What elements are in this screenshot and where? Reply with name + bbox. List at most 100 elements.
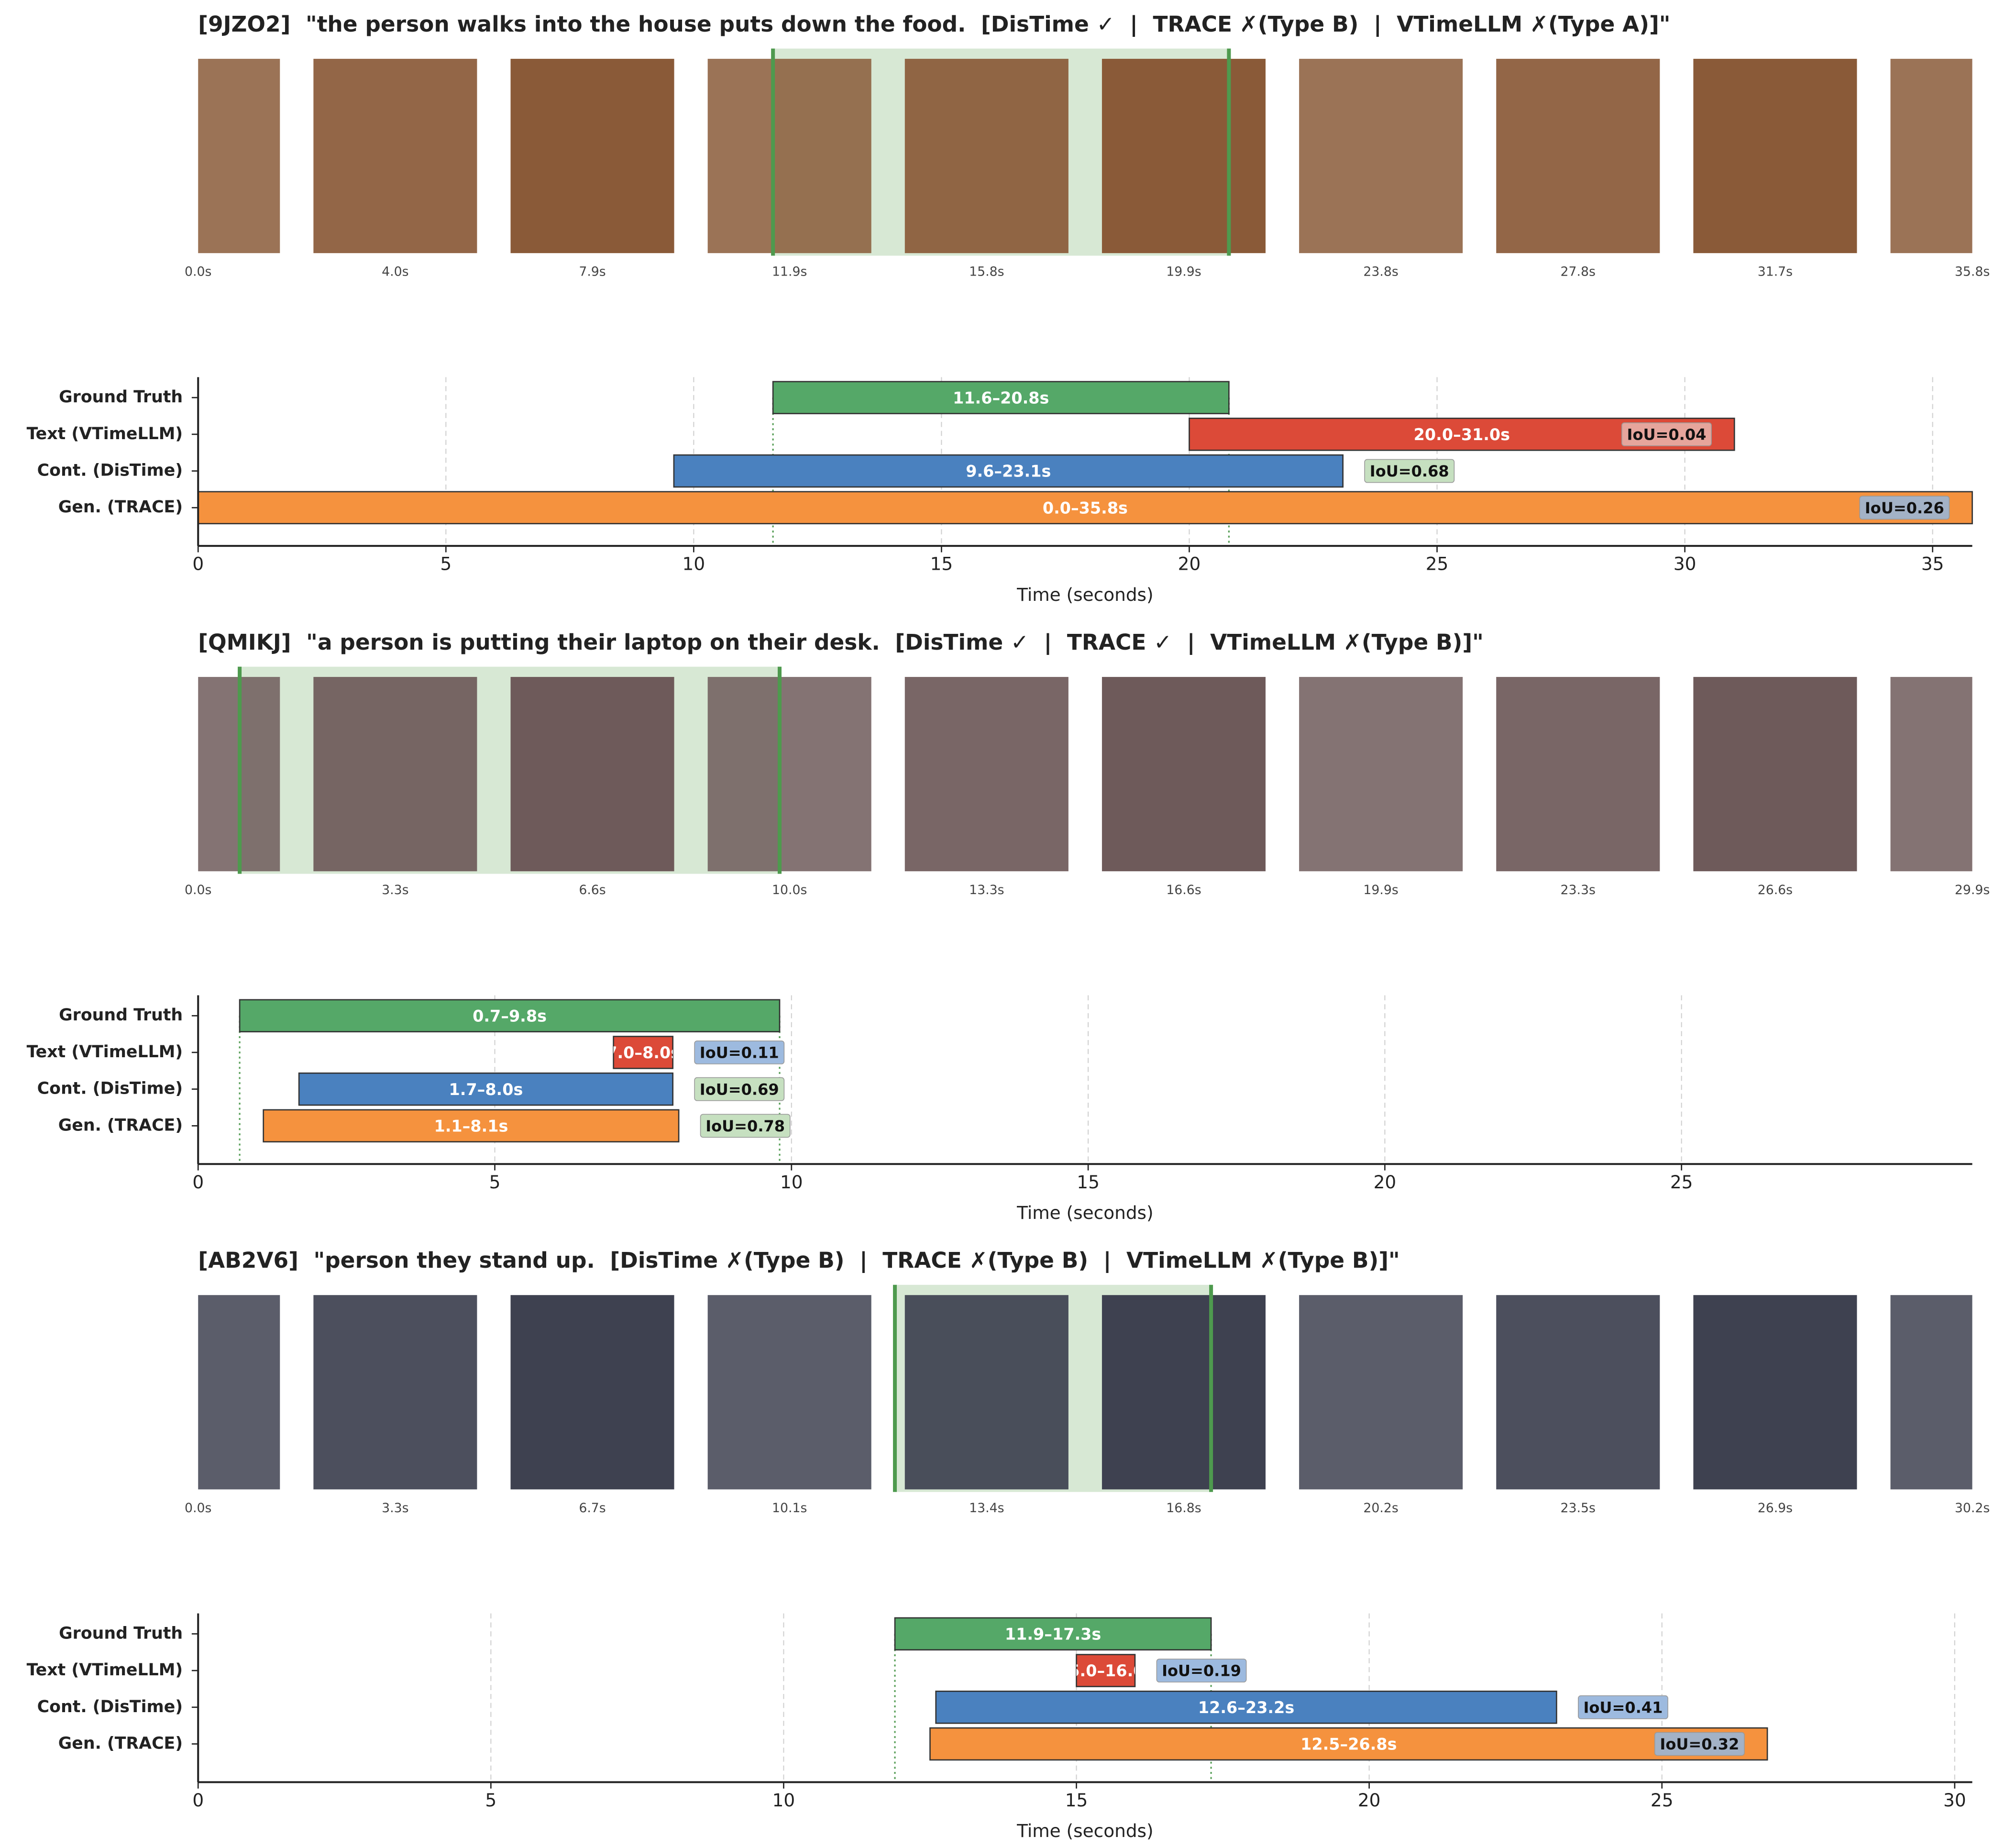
video-frame bbox=[510, 58, 674, 254]
row-label: Cont. (DisTime) bbox=[37, 461, 183, 480]
bar-label: 1.7–8.0s bbox=[449, 1080, 523, 1099]
video-frame bbox=[1496, 58, 1660, 254]
row-label: Cont. (DisTime) bbox=[37, 1079, 183, 1098]
frame-label: 27.8s bbox=[1561, 265, 1596, 279]
panel: [9JZO2] "the person walks into the house… bbox=[27, 11, 1990, 605]
panel: [QMIKJ] "a person is putting their lapto… bbox=[27, 630, 1990, 1223]
iou-label: IoU=0.11 bbox=[700, 1044, 779, 1062]
frame-label: 3.3s bbox=[382, 1501, 408, 1516]
frame-label: 19.9s bbox=[1166, 265, 1201, 279]
video-frame bbox=[1890, 58, 1972, 254]
iou-label: IoU=0.19 bbox=[1162, 1662, 1241, 1680]
bar-label: 11.9–17.3s bbox=[1005, 1625, 1101, 1644]
x-tick-label: 30 bbox=[1674, 553, 1697, 575]
panel: [AB2V6] "person they stand up. [DisTime … bbox=[27, 1248, 1990, 1841]
panel-title: [9JZO2] "the person walks into the house… bbox=[198, 11, 1670, 37]
row-label: Cont. (DisTime) bbox=[37, 1697, 183, 1716]
bar-label: 15.0–16.0s bbox=[1058, 1661, 1154, 1680]
x-tick-label: 0 bbox=[192, 1790, 204, 1811]
bar bbox=[929, 1727, 1768, 1761]
video-frame bbox=[1693, 58, 1857, 254]
iou-box bbox=[1156, 1659, 1247, 1682]
frame-label: 30.2s bbox=[1955, 1501, 1990, 1516]
bar bbox=[772, 381, 1230, 414]
video-frame bbox=[198, 677, 280, 872]
frames bbox=[198, 677, 1972, 872]
x-tick-label: 0 bbox=[192, 1172, 204, 1193]
frame-label: 0.0s bbox=[185, 265, 211, 279]
frame-label: 11.9s bbox=[772, 265, 807, 279]
video-frame bbox=[313, 58, 477, 254]
frame-label: 20.2s bbox=[1363, 1501, 1398, 1516]
frame-label: 35.8s bbox=[1955, 265, 1990, 279]
frame-label: 10.1s bbox=[772, 1501, 807, 1516]
bar bbox=[263, 1109, 680, 1143]
bar-label: 0.7–9.8s bbox=[473, 1007, 547, 1025]
iou-box bbox=[1654, 1732, 1745, 1756]
x-tick-label: 35 bbox=[1921, 553, 1944, 575]
row-label: Text (VTimeLLM) bbox=[27, 1660, 183, 1680]
video-frame bbox=[1102, 677, 1266, 872]
frames bbox=[198, 1295, 1972, 1490]
panel-title: [AB2V6] "person they stand up. [DisTime … bbox=[198, 1248, 1399, 1273]
iou-label: IoU=0.26 bbox=[1865, 499, 1944, 517]
video-frame bbox=[313, 1295, 477, 1490]
iou-box bbox=[694, 1077, 785, 1101]
x-tick-label: 30 bbox=[1943, 1790, 1966, 1811]
x-tick-label: 20 bbox=[1374, 1172, 1397, 1193]
iou-label: IoU=0.41 bbox=[1584, 1698, 1663, 1716]
frame-label: 15.8s bbox=[969, 265, 1004, 279]
frame-label: 16.8s bbox=[1166, 1501, 1201, 1516]
bar-label: 11.6–20.8s bbox=[953, 388, 1049, 407]
x-tick-label: 5 bbox=[440, 553, 452, 575]
x-axis-label: Time (seconds) bbox=[1016, 584, 1154, 605]
video-frame bbox=[707, 58, 871, 254]
row-label: Ground Truth bbox=[59, 1006, 183, 1025]
bar-label: 0.0–35.8s bbox=[1043, 498, 1128, 517]
bar bbox=[673, 454, 1344, 488]
frame-label: 10.0s bbox=[772, 883, 807, 897]
x-tick-label: 20 bbox=[1358, 1790, 1381, 1811]
video-frame bbox=[1102, 58, 1266, 254]
video-frame bbox=[904, 677, 1069, 872]
frame-label: 26.6s bbox=[1758, 883, 1793, 897]
x-tick-label: 25 bbox=[1670, 1172, 1693, 1193]
video-frame bbox=[313, 677, 477, 872]
bar-label: 7.0–8.0s bbox=[606, 1043, 680, 1062]
iou-box bbox=[1621, 422, 1712, 446]
row-label: Text (VTimeLLM) bbox=[27, 424, 183, 443]
video-frame bbox=[1299, 1295, 1463, 1490]
video-frame bbox=[904, 1295, 1069, 1490]
frame-label: 23.3s bbox=[1561, 883, 1596, 897]
frame-label: 6.7s bbox=[579, 1501, 606, 1516]
row-label: Ground Truth bbox=[59, 1624, 183, 1643]
frames bbox=[198, 58, 1972, 254]
video-frame bbox=[1496, 1295, 1660, 1490]
row-label: Gen. (TRACE) bbox=[58, 498, 183, 517]
frame-label: 4.0s bbox=[382, 265, 408, 279]
frame-label: 7.9s bbox=[579, 265, 606, 279]
iou-box bbox=[1859, 496, 1950, 520]
x-tick-label: 10 bbox=[683, 553, 705, 575]
frame-label: 31.7s bbox=[1758, 265, 1793, 279]
video-frame bbox=[707, 1295, 871, 1490]
video-frame bbox=[198, 58, 280, 254]
x-tick-label: 25 bbox=[1651, 1790, 1674, 1811]
bar bbox=[239, 999, 781, 1032]
x-tick-label: 20 bbox=[1178, 553, 1201, 575]
bar bbox=[1076, 1654, 1136, 1687]
video-frame bbox=[1890, 677, 1972, 872]
bar bbox=[935, 1691, 1557, 1724]
x-tick-label: 10 bbox=[772, 1790, 795, 1811]
bar bbox=[894, 1617, 1212, 1651]
video-frame bbox=[904, 58, 1069, 254]
row-label: Ground Truth bbox=[59, 387, 183, 407]
row-label: Gen. (TRACE) bbox=[58, 1734, 183, 1753]
video-frame bbox=[1102, 1295, 1266, 1490]
bar-label: 12.6–23.2s bbox=[1198, 1698, 1294, 1717]
frame-label: 0.0s bbox=[185, 883, 211, 897]
iou-label: IoU=0.69 bbox=[700, 1080, 779, 1098]
